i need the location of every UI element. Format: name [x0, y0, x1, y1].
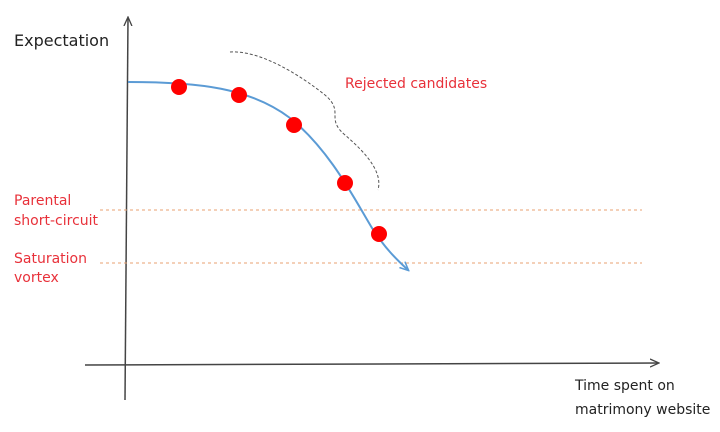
candidate-dot — [231, 87, 247, 103]
text-line: vortex — [14, 270, 59, 286]
text-line: matrimony website — [575, 402, 710, 418]
x-axis-label: Time spent on matrimony website — [574, 378, 710, 418]
y-axis-label: Expectation — [14, 31, 109, 50]
candidate-dot — [337, 175, 353, 191]
y-axis — [125, 18, 128, 401]
text-line: Time spent on — [574, 378, 675, 394]
text-line: Saturation — [14, 251, 87, 267]
candidate-dot — [286, 117, 302, 133]
bracket — [229, 51, 380, 191]
x-axis — [84, 363, 658, 365]
text-line: short-circuit — [14, 213, 99, 229]
text-line: Parental — [14, 193, 71, 209]
annotation: Rejected candidates — [345, 76, 487, 92]
candidate-dot — [371, 226, 387, 242]
threshold-label: Saturation vortex — [14, 251, 91, 286]
threshold-label: Parental short-circuit — [14, 193, 99, 229]
expectation-curve — [127, 81, 408, 270]
candidate-dot — [171, 79, 187, 95]
